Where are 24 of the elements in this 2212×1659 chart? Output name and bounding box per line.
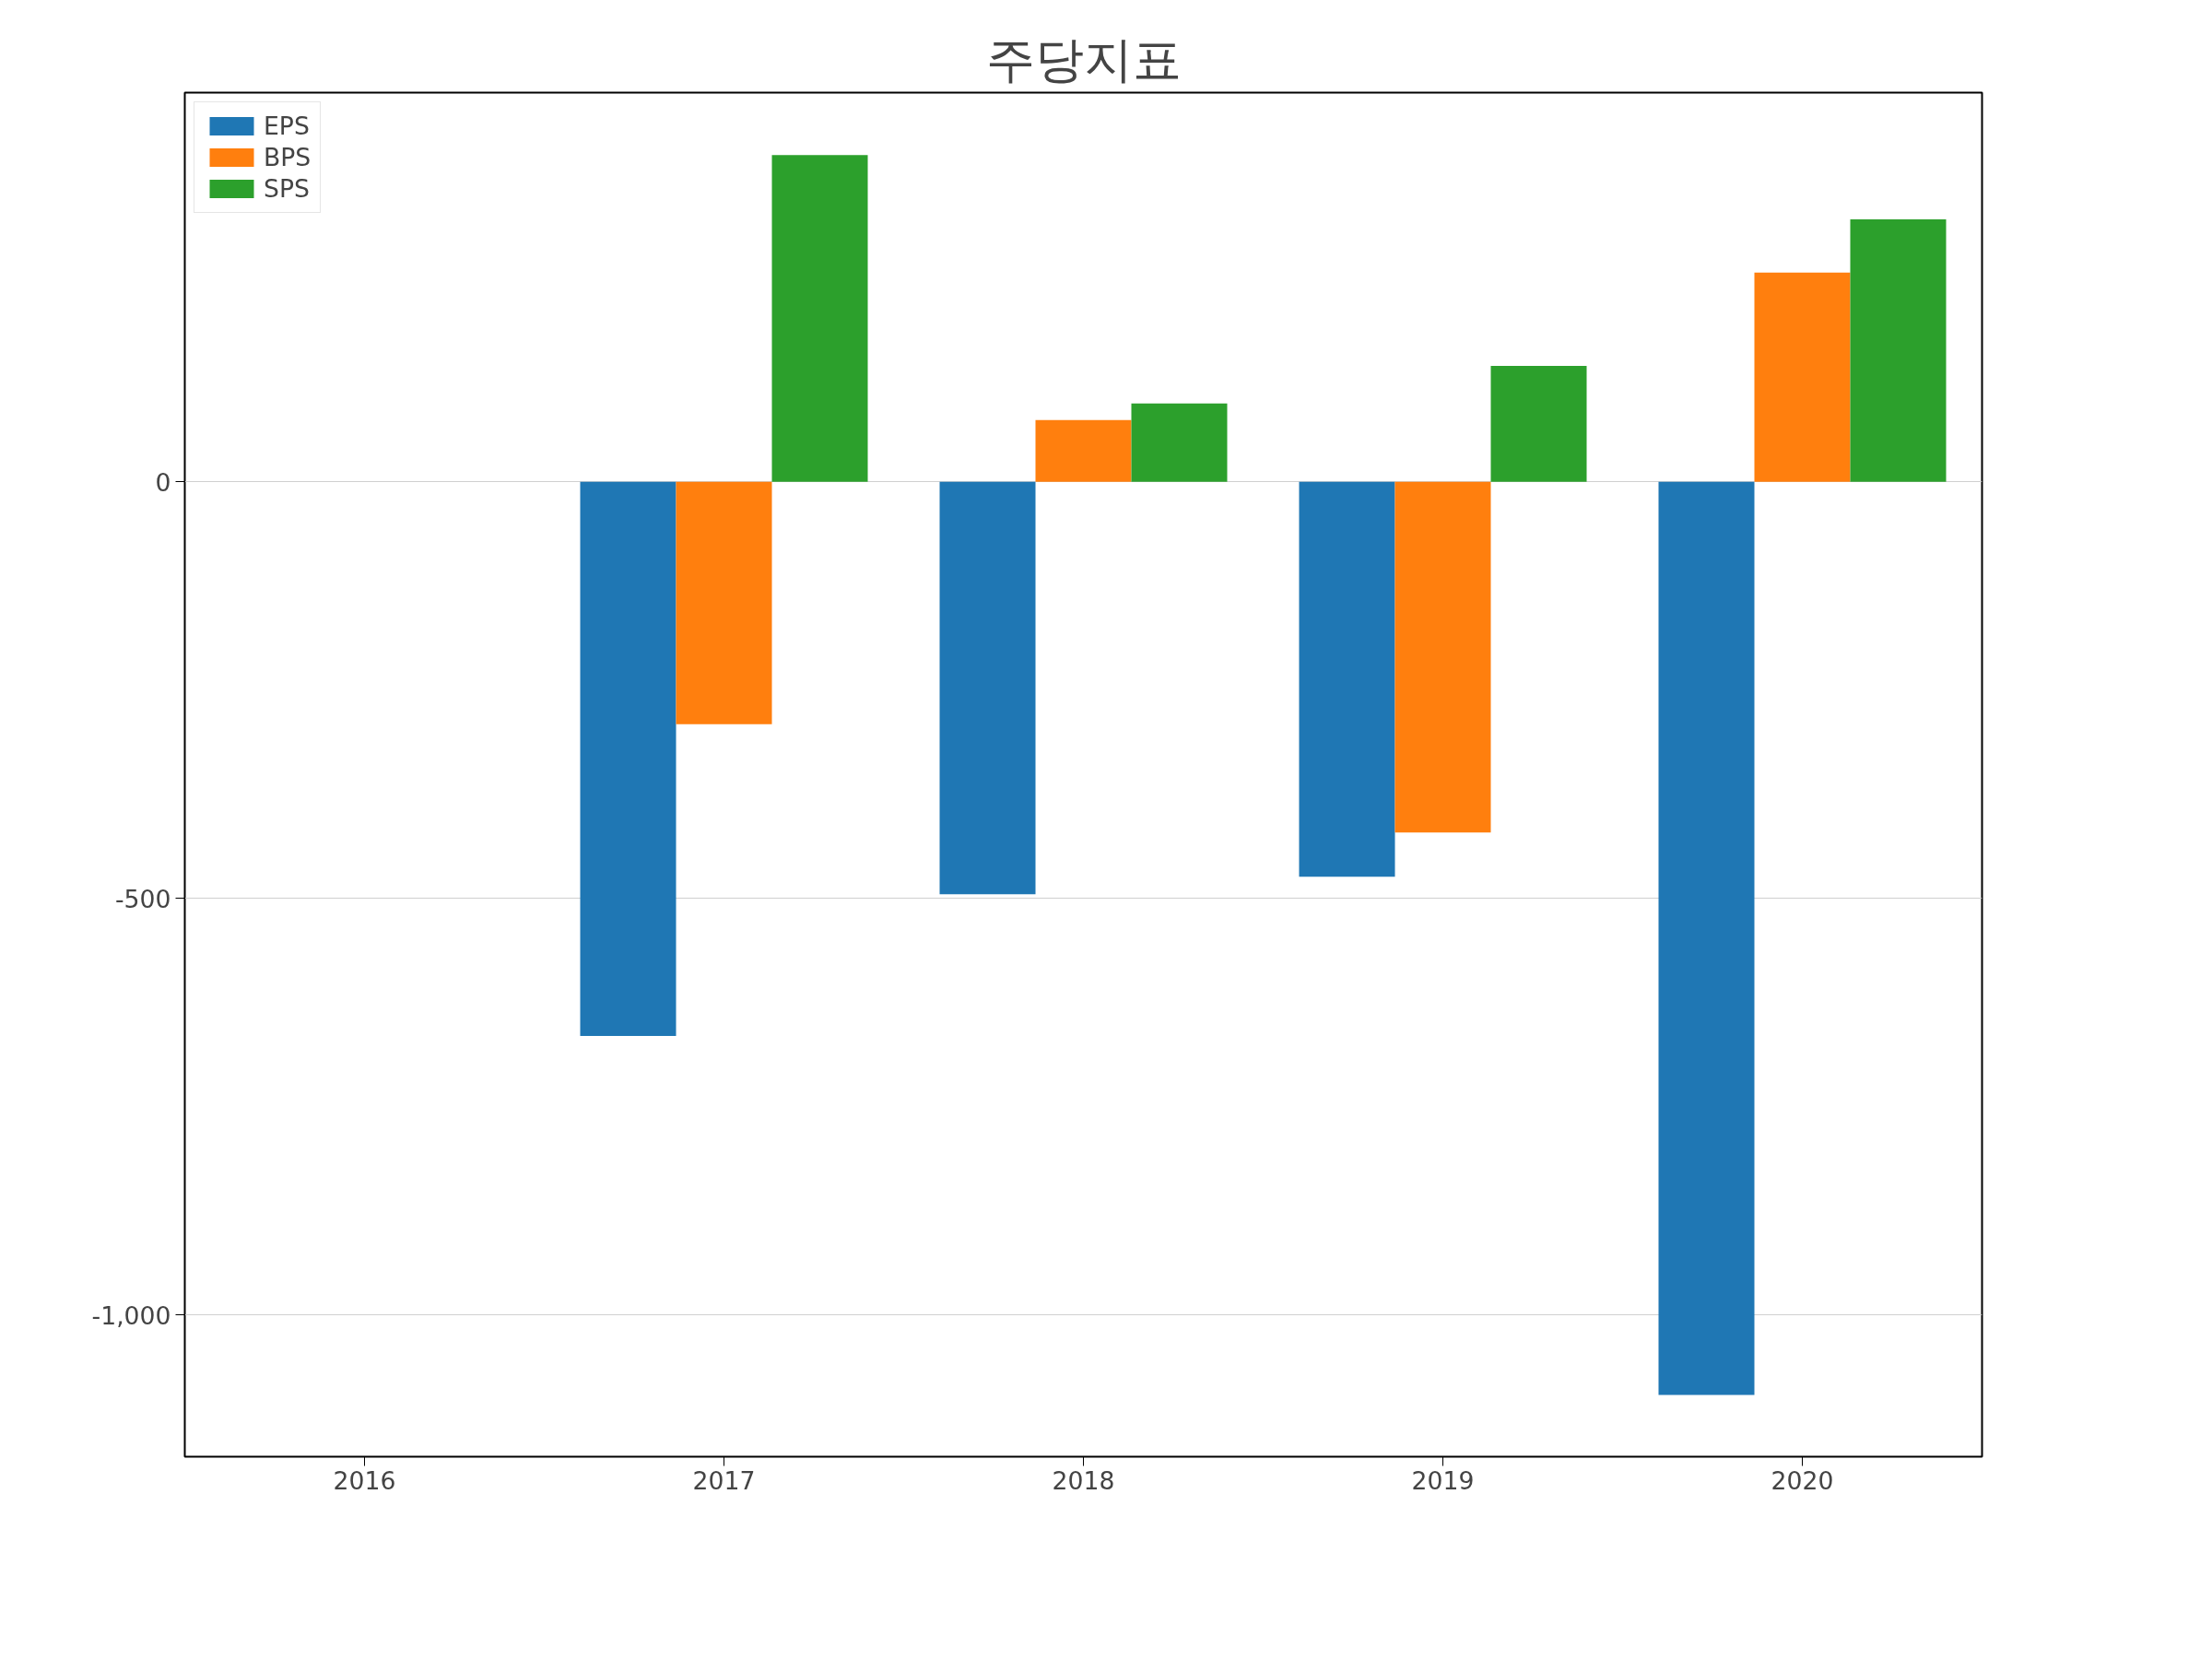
bar	[1490, 366, 1587, 482]
x-tick-label: 2017	[692, 1465, 756, 1495]
bar	[771, 155, 868, 482]
bar	[676, 481, 772, 724]
bar	[1850, 218, 1947, 482]
legend-label: BPS	[264, 143, 312, 171]
y-tick-label: -500	[115, 884, 171, 913]
legend-label: SPS	[264, 174, 310, 203]
x-tick-label: 2018	[1052, 1465, 1115, 1495]
bar	[1299, 481, 1395, 877]
chart-title: 주당지표	[985, 29, 1182, 88]
x-tick-label: 2016	[333, 1465, 396, 1495]
bar	[1754, 272, 1851, 482]
bar	[1658, 481, 1755, 1395]
y-tick-label: -1,000	[91, 1300, 171, 1330]
y-tick-label: 0	[155, 467, 171, 497]
bar	[1035, 419, 1132, 482]
x-tick-label: 2019	[1411, 1465, 1475, 1495]
legend-label: EPS	[264, 112, 310, 140]
bar	[1131, 403, 1228, 482]
bar	[939, 481, 1036, 895]
x-tick-label: 2020	[1771, 1465, 1834, 1495]
bar	[1394, 481, 1491, 833]
bar	[580, 481, 677, 1036]
